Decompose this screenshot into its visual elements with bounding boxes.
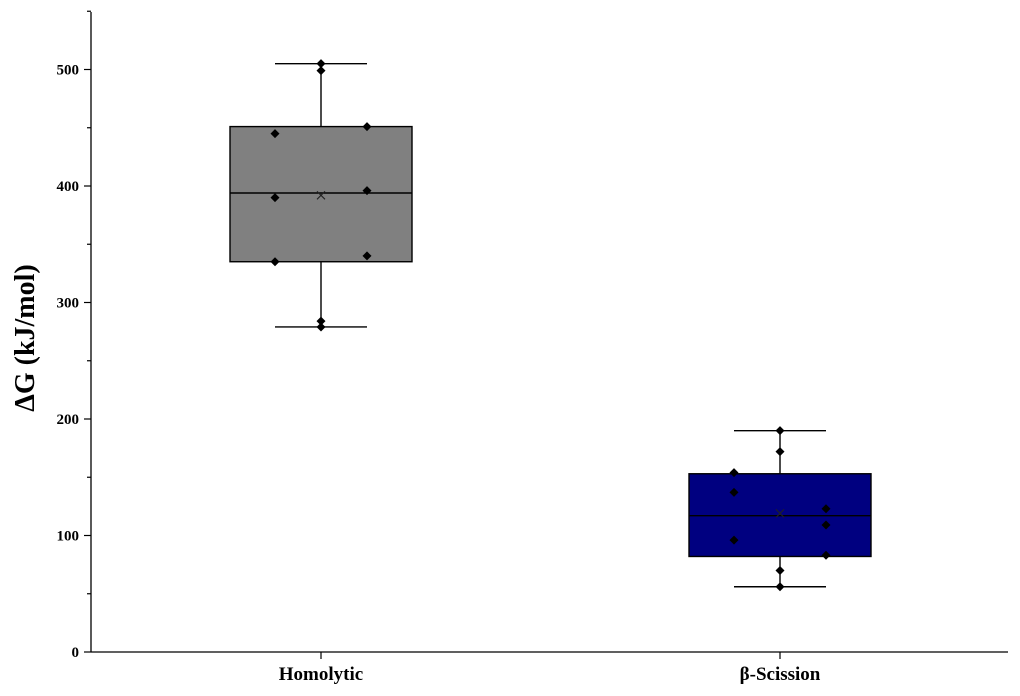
data-point [775, 426, 785, 436]
data-point [362, 251, 372, 261]
chart-boxes [229, 59, 872, 592]
y-tick-label: 0 [72, 645, 80, 661]
y-tick-label: 500 [57, 63, 80, 79]
data-point [729, 468, 739, 478]
data-point [729, 487, 739, 497]
x-tick-label: β-Scission [740, 664, 821, 685]
y-tick-label: 400 [57, 179, 80, 195]
data-point [821, 504, 831, 514]
y-tick-label: 300 [57, 296, 80, 312]
data-point [316, 316, 326, 326]
data-point [316, 322, 326, 332]
data-point [775, 565, 785, 575]
data-point [270, 193, 280, 203]
data-point [270, 257, 280, 267]
box-group [688, 426, 872, 592]
x-tick-label: Homolytic [279, 664, 363, 685]
data-point [270, 129, 280, 139]
mean-marker [316, 190, 326, 200]
mean-marker [775, 508, 785, 518]
data-point [821, 520, 831, 530]
data-point [775, 447, 785, 457]
data-point [821, 550, 831, 560]
data-point [362, 186, 372, 196]
iqr-box [229, 125, 413, 263]
chart-axes: 0 100 200 300 400 500 Homolytic β-Scission [57, 10, 1008, 685]
y-axis-title: ΔG (kJ/mol) [10, 264, 41, 411]
box-group [229, 59, 413, 332]
data-point [775, 582, 785, 592]
data-point [316, 59, 326, 69]
data-point [316, 66, 326, 76]
data-point [729, 535, 739, 545]
y-tick-label: 100 [57, 529, 80, 545]
y-tick-label: 200 [57, 412, 80, 428]
data-point [362, 122, 372, 132]
